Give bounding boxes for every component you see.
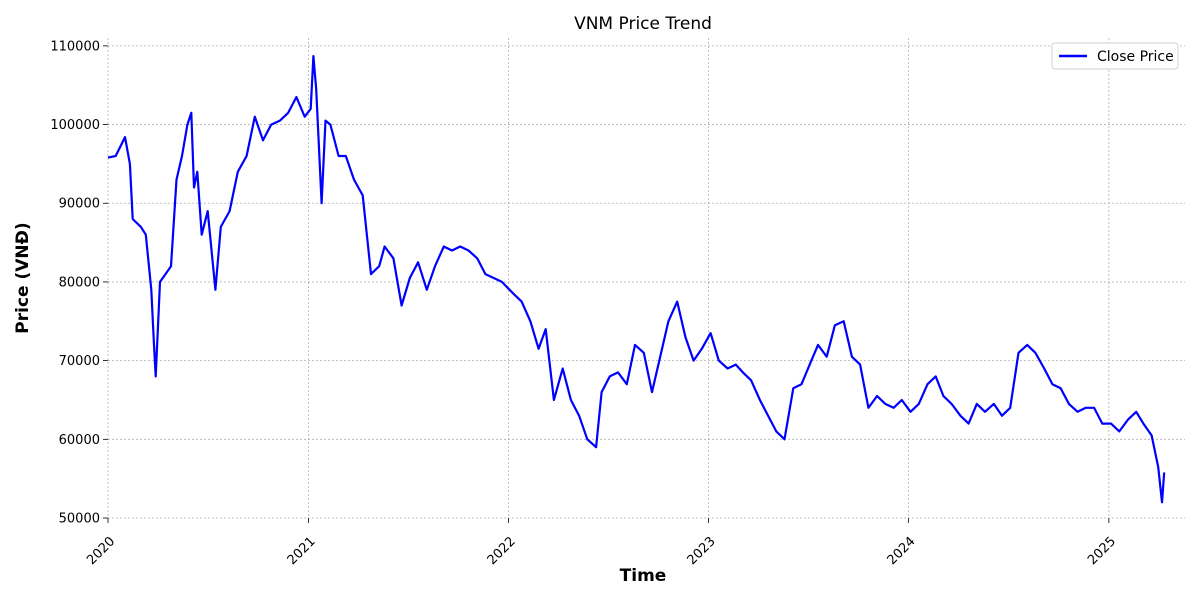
grid-layer: [107, 38, 1185, 519]
series-line-close-price: [107, 54, 1166, 504]
ticks-layer: 50000 60000 70000 80000 90000 100000 110000 202…: [50, 39, 1119, 568]
series-layer: [107, 54, 1166, 504]
y-tick-label: 110000: [50, 39, 100, 54]
x-tick-label: 2024: [885, 534, 919, 568]
x-tick-label: 2021: [285, 534, 319, 568]
y-tick-label: 70000: [59, 354, 100, 369]
chart-title: VNM Price Trend: [574, 14, 712, 34]
y-tick-label: 80000: [59, 275, 100, 290]
legend-frame: [1051, 42, 1179, 70]
x-axis-title: Time: [620, 566, 667, 586]
y-tick-label: 60000: [59, 433, 100, 448]
x-tick-label: 2025: [1085, 534, 1119, 568]
legend-label: Close Price: [1097, 49, 1174, 65]
y-tick-label: 100000: [50, 118, 100, 133]
x-tick-label: 2020: [84, 534, 118, 568]
x-tick-label: 2022: [485, 534, 519, 568]
y-tick-label: 90000: [59, 197, 100, 212]
legend: Close Price: [1051, 42, 1179, 70]
x-tick-label: 2023: [685, 534, 719, 568]
y-tick-label: 50000: [59, 512, 100, 527]
y-axis-title: Price (VNĐ): [13, 222, 33, 333]
